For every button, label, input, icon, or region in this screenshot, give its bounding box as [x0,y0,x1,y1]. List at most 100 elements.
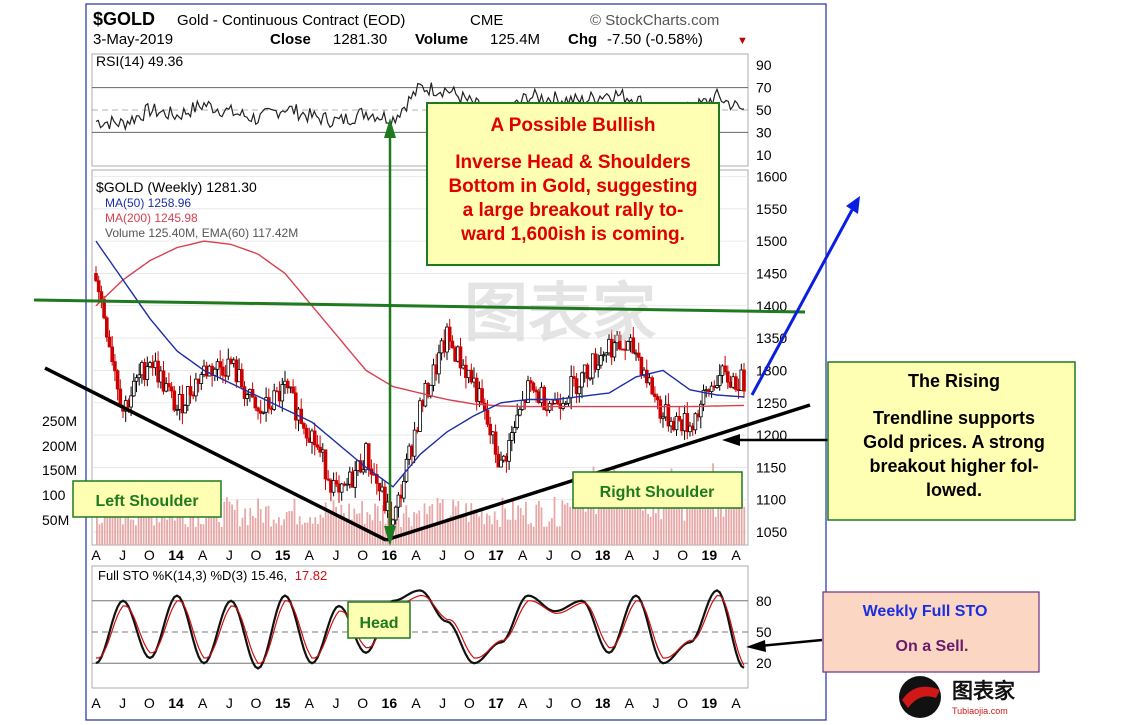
volume-bar [166,519,168,545]
candle-body [99,291,104,300]
candle-body [658,399,663,419]
volume-bar [192,513,194,545]
volume-bar [493,511,496,545]
volume-bar [462,515,465,545]
volume-bar [504,508,506,545]
volume-bar [306,522,309,545]
volume-bar [623,499,626,545]
volume-bar [179,507,181,545]
candle-body [574,378,579,395]
candle-body [469,369,474,383]
volume-bar [449,515,452,545]
volume-bar [574,481,577,545]
volume-bar [595,513,597,545]
candle-body [528,380,533,384]
volume-bar [236,499,239,545]
candle-body [493,431,498,455]
volume-bar [564,504,566,545]
candle-body [499,459,503,468]
volume-bar [519,507,522,545]
volume-bar [384,523,387,545]
volume-bar [714,517,717,545]
volume-bar [122,524,124,545]
sto-legend-prefix: Full STO %K(14,3) %D(3) 15.46, [98,568,287,583]
volume-bar [486,513,488,545]
header-date: 3-May-2019 [93,31,173,48]
volume-bar [556,526,558,545]
candle-body [339,483,344,493]
volume-tick-label: 100 [42,487,66,503]
volume-bar [610,506,613,545]
x-axis-label: J [546,695,553,711]
volume-bar [197,508,200,545]
volume-bar [452,499,454,545]
candle-body [366,443,371,470]
candle-body [580,372,584,388]
volume-bar [675,502,678,545]
candle-body [588,377,592,380]
volume-bar [454,506,457,545]
volume-bar [631,485,634,545]
candle-body [412,429,417,457]
left-shoulder-label: Left Shoulder [95,493,198,510]
volume-bar [158,522,161,545]
rising-note-title: The Rising [908,371,1000,391]
candle-body [639,356,644,376]
volume-bar [153,525,155,545]
candle-body [115,370,120,390]
volume-bar [512,498,514,545]
x-axis-middle: A J O 14 A J O 15 A J O 16 A J O 17 A J O 18 A J O 19 A [91,547,741,563]
price-tick-label: 1400 [756,298,787,314]
volume-bar [309,517,311,545]
x-axis-label: 14 [168,547,184,563]
candle-body [180,394,185,414]
volume-bar [694,493,696,545]
volume-bar [101,522,103,545]
logo-text: 图表家 [952,679,1016,703]
volume-bar [457,500,460,545]
price-legend-symbol: $GOLD (Weekly) 1281.30 [96,179,257,195]
candle-body [315,444,320,448]
volume-bar [114,513,116,545]
volume-bar [506,519,509,545]
neckline [33,298,806,314]
candle-body [569,376,573,399]
x-axis-label: O [144,547,155,563]
volume-bar [353,508,356,545]
trend-pointer-arrow-icon [722,434,740,446]
candle-body [334,480,339,485]
volume-bar [319,514,322,545]
volume-bar [109,504,111,545]
price-legend-ma50: MA(50) 1258.96 [105,196,191,210]
x-axis-label: O [251,547,262,563]
volume-bar [701,484,704,545]
candle-body [650,377,654,395]
x-axis-label: A [411,695,421,711]
x-axis-label: 15 [275,547,291,563]
rising-note-line: Gold prices. A strong [863,432,1045,452]
candle-body [685,413,690,433]
x-axis-label: J [439,695,446,711]
x-axis-label: A [305,695,315,711]
volume-bar [376,506,379,545]
sto-tick-label: 20 [756,655,772,671]
volume-bar [335,506,337,545]
volume-bar [522,515,525,545]
volume-tick-label: 150M [42,462,77,478]
volume-bar [649,516,652,545]
volume-bar [314,517,317,545]
candle-body [161,370,166,392]
candle-body [134,377,139,382]
x-axis-bottom: A J O 14 A J O 15 A J O 16 A J O 17 A J O 18 A J O 19 A [91,695,741,711]
volume-bar [571,506,574,545]
volume-bar [673,497,675,545]
candle-body [626,341,630,351]
candle-body [550,403,555,405]
x-axis-label: O [677,695,688,711]
candle-body [302,423,306,429]
candle-body [167,383,171,388]
volume-bar [696,483,699,545]
volume-bar [608,498,610,545]
volume-bar [231,504,233,545]
volume-bar [129,519,132,545]
